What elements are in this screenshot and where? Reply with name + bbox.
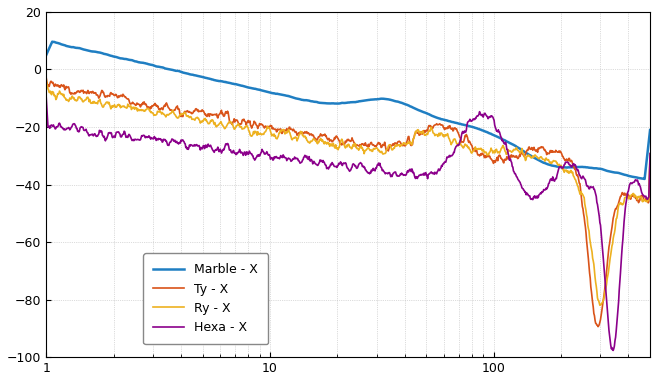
Marble - X [524,152,532,157]
Hexa - X [609,348,617,353]
Ry - X [308,139,316,143]
Ry - X [42,77,50,82]
Ry - X [513,147,521,152]
Legend: Marble - X, Ty - X, Ry - X, Hexa - X: Marble - X, Ty - X, Ry - X, Hexa - X [143,253,268,344]
Hexa - X [457,137,464,142]
Hexa - X [524,192,532,197]
Line: Ty - X: Ty - X [46,78,650,327]
Ty - X [308,133,316,138]
Ry - X [457,142,464,147]
Marble - X [514,145,522,150]
Ry - X [524,153,532,157]
Hexa - X [308,159,316,163]
Hexa - X [286,157,294,162]
Ty - X [42,75,50,80]
Ry - X [104,100,112,104]
Marble - X [309,99,317,104]
Marble - X [641,176,648,181]
Marble - X [287,95,295,99]
Ty - X [594,324,602,329]
Marble - X [646,128,654,132]
Marble - X [48,39,56,44]
Ty - X [457,138,464,142]
Line: Ry - X: Ry - X [46,79,650,305]
Ty - X [104,93,112,98]
Hexa - X [513,175,521,180]
Ry - X [596,303,604,308]
Hexa - X [104,133,112,138]
Marble - X [104,53,112,57]
Ty - X [286,127,294,132]
Hexa - X [42,94,50,99]
Marble - X [42,53,50,57]
Ry - X [646,151,654,156]
Marble - X [457,122,465,127]
Ty - X [513,155,521,159]
Line: Hexa - X: Hexa - X [46,97,650,350]
Ty - X [524,148,532,152]
Hexa - X [646,151,654,156]
Ty - X [646,156,654,160]
Line: Marble - X: Marble - X [46,42,650,179]
Ry - X [286,133,294,137]
